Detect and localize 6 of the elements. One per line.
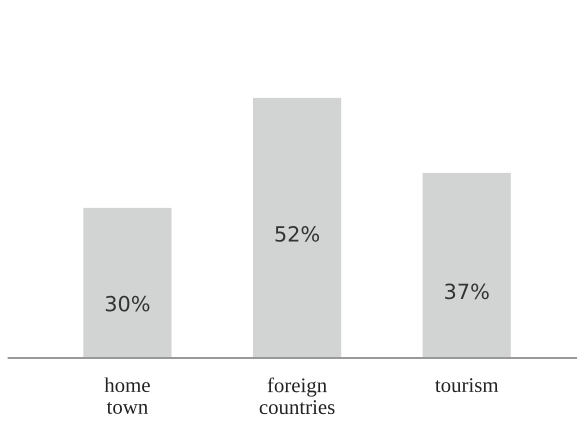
x-tick-label: tourism xyxy=(435,378,498,392)
x-tick-label: home town xyxy=(104,377,150,414)
data-label: 52% xyxy=(276,226,320,242)
x-tick-label: foreign countries xyxy=(260,377,334,414)
data-label: 37% xyxy=(445,284,489,300)
data-label: 30% xyxy=(106,296,150,312)
